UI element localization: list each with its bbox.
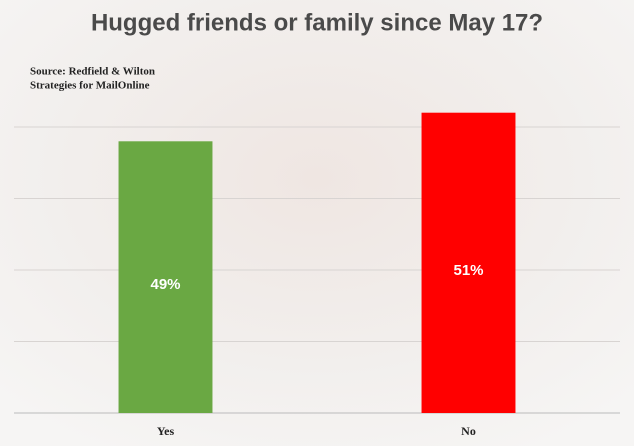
x-tick-label: Yes xyxy=(157,424,175,438)
source: Strategies for MailOnline xyxy=(30,80,150,92)
x-tick-label: No xyxy=(461,424,476,438)
chart-title: Hugged friends or family since May 17? xyxy=(91,9,543,36)
bar xyxy=(118,141,213,414)
value-label: 49% xyxy=(150,276,180,293)
source: Source: Redfield & Wilton xyxy=(30,66,155,78)
bar xyxy=(421,112,516,413)
value-label: 51% xyxy=(453,262,483,279)
